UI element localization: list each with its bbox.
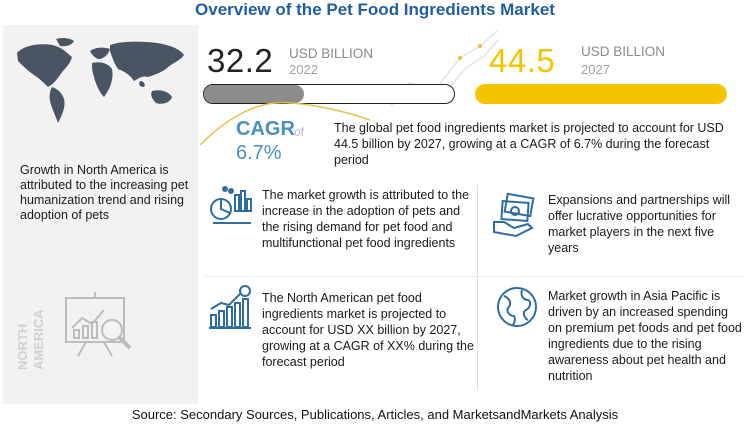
divider-vertical — [477, 185, 478, 390]
projection-text: The global pet food ingredients market i… — [334, 121, 724, 167]
region-growth-text: Growth in North America is attributed to… — [20, 163, 189, 222]
cagr-of: of — [294, 125, 305, 139]
start-progress-fill — [204, 85, 304, 103]
end-year: 2027 — [581, 62, 610, 77]
end-value: 44.5 — [489, 42, 556, 79]
north-america-label: NORTH AMERICA — [15, 309, 46, 370]
adoption-text: The market growth is attributed to the i… — [262, 188, 470, 250]
end-progress-fill — [476, 85, 726, 103]
globe-icon — [497, 287, 537, 327]
asia-pacific-text: Market growth in Asia Pacific is driven … — [548, 289, 742, 383]
source-note: Source: Secondary Sources, Publications,… — [131, 407, 619, 422]
money-icon — [493, 192, 535, 238]
start-year: 2022 — [289, 62, 318, 77]
curve-decoration — [200, 101, 370, 146]
north-america-text: The North American pet food ingredients … — [262, 291, 474, 369]
cagr-label: CAGR — [236, 118, 295, 140]
end-progress-bar — [475, 84, 727, 104]
divider-horizontal — [205, 276, 743, 277]
america-label: AMERICA — [31, 309, 46, 370]
start-progress-bar — [203, 84, 455, 104]
presentation-board-icon — [65, 292, 132, 357]
start-value: 32.2 — [207, 42, 274, 79]
north-label: NORTH — [15, 324, 30, 370]
start-unit: USD BILLION — [289, 46, 374, 61]
page-title: Overview of the Pet Food Ingredients Mar… — [195, 0, 555, 19]
cagr-value: 6.7% — [236, 142, 282, 164]
world-map-icon — [17, 37, 184, 123]
expansions-text: Expansions and partnerships will offer l… — [548, 193, 731, 255]
pet-food-analytics-icon — [210, 186, 252, 224]
growth-chart-icon — [209, 285, 251, 329]
end-unit: USD BILLION — [581, 44, 666, 59]
